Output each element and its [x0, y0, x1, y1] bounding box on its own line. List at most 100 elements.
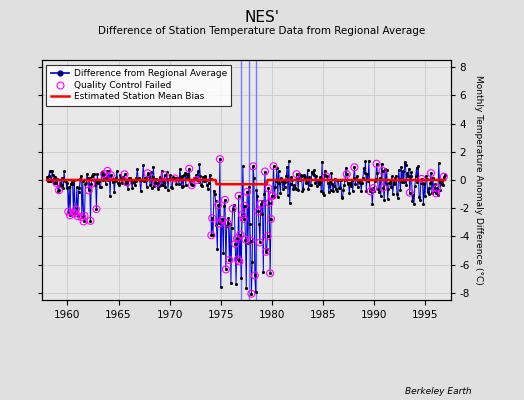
- Point: [248, 258, 256, 265]
- Point: [329, 188, 337, 194]
- Point: [239, 216, 248, 222]
- Point: [43, 174, 51, 180]
- Point: [336, 177, 345, 184]
- Point: [332, 185, 340, 192]
- Point: [370, 178, 379, 184]
- Point: [350, 174, 358, 181]
- Point: [412, 164, 421, 171]
- Point: [65, 184, 73, 190]
- Point: [261, 248, 270, 255]
- Point: [231, 241, 239, 247]
- Point: [95, 178, 103, 184]
- Point: [232, 280, 240, 287]
- Point: [383, 167, 391, 174]
- Point: [366, 188, 374, 194]
- Point: [256, 239, 264, 246]
- Point: [391, 174, 399, 181]
- Point: [405, 166, 413, 172]
- Point: [103, 168, 112, 174]
- Point: [72, 206, 80, 212]
- Point: [118, 180, 126, 186]
- Point: [378, 168, 387, 174]
- Point: [410, 200, 418, 207]
- Point: [234, 256, 242, 263]
- Point: [281, 178, 290, 185]
- Point: [252, 187, 260, 193]
- Point: [343, 171, 351, 177]
- Point: [151, 180, 159, 186]
- Point: [359, 165, 368, 171]
- Point: [108, 178, 117, 185]
- Point: [245, 220, 254, 227]
- Point: [418, 180, 427, 186]
- Point: [157, 182, 165, 189]
- Point: [221, 197, 229, 203]
- Point: [358, 179, 366, 186]
- Point: [66, 212, 74, 218]
- Point: [160, 172, 169, 178]
- Point: [291, 186, 300, 192]
- Point: [191, 175, 199, 182]
- Point: [96, 184, 105, 190]
- Point: [169, 174, 177, 180]
- Point: [88, 173, 96, 180]
- Point: [398, 178, 406, 185]
- Point: [84, 175, 92, 181]
- Point: [69, 210, 78, 216]
- Point: [379, 184, 388, 191]
- Point: [373, 170, 381, 176]
- Point: [261, 248, 270, 255]
- Point: [396, 187, 405, 194]
- Point: [114, 182, 123, 188]
- Point: [54, 187, 63, 194]
- Point: [372, 176, 380, 182]
- Point: [267, 216, 275, 222]
- Point: [234, 192, 243, 199]
- Point: [218, 217, 226, 223]
- Point: [171, 175, 180, 181]
- Point: [230, 206, 238, 213]
- Point: [130, 182, 139, 188]
- Point: [136, 188, 145, 194]
- Point: [201, 174, 210, 180]
- Point: [140, 178, 148, 184]
- Point: [293, 176, 301, 182]
- Point: [277, 175, 286, 181]
- Point: [239, 216, 248, 222]
- Point: [300, 172, 308, 178]
- Point: [210, 187, 218, 194]
- Point: [429, 174, 437, 181]
- Point: [437, 178, 445, 184]
- Point: [385, 180, 394, 186]
- Point: [279, 186, 287, 192]
- Point: [193, 177, 201, 183]
- Point: [290, 182, 298, 188]
- Point: [211, 198, 220, 204]
- Point: [364, 178, 372, 184]
- Point: [257, 201, 265, 207]
- Point: [143, 170, 151, 176]
- Point: [355, 180, 364, 186]
- Point: [79, 178, 87, 184]
- Point: [54, 187, 63, 194]
- Point: [125, 175, 133, 182]
- Point: [83, 170, 91, 177]
- Point: [104, 177, 113, 184]
- Point: [354, 184, 362, 190]
- Point: [241, 202, 249, 209]
- Point: [347, 176, 356, 183]
- Point: [107, 176, 116, 183]
- Point: [106, 192, 114, 199]
- Point: [260, 191, 268, 197]
- Point: [365, 157, 373, 164]
- Point: [152, 180, 161, 186]
- Point: [221, 197, 229, 203]
- Point: [193, 177, 201, 183]
- Point: [72, 206, 80, 212]
- Point: [363, 171, 372, 177]
- Point: [129, 179, 138, 185]
- Point: [64, 208, 72, 215]
- Point: [389, 181, 398, 188]
- Point: [74, 188, 83, 195]
- Point: [272, 165, 281, 171]
